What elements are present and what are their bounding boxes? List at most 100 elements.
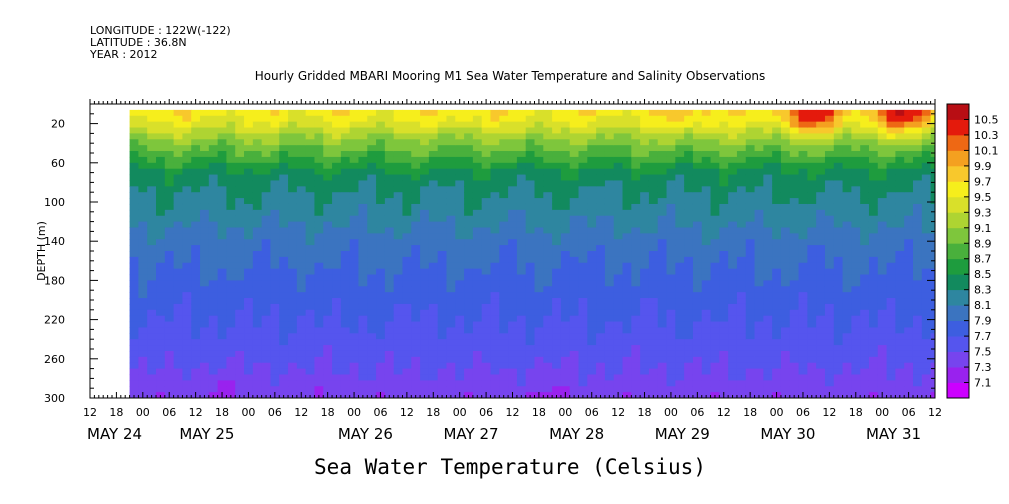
temperature-cell xyxy=(446,256,456,264)
temperature-cell xyxy=(455,380,465,387)
temperature-cell xyxy=(657,292,668,299)
temperature-cell xyxy=(200,356,210,364)
temperature-cell xyxy=(710,251,720,258)
temperature-cell xyxy=(772,315,782,323)
temperature-cell xyxy=(789,186,800,193)
temperature-cell xyxy=(833,174,844,182)
temperature-cell xyxy=(763,327,773,334)
temperature-cell xyxy=(472,162,483,170)
temperature-cell xyxy=(719,256,729,264)
temperature-cell xyxy=(578,368,588,376)
temperature-cell xyxy=(895,221,905,229)
temperature-cell xyxy=(508,168,518,176)
temperature-cell xyxy=(728,151,738,158)
temperature-cell xyxy=(367,262,377,270)
temperature-cell xyxy=(393,268,404,276)
temperature-cell xyxy=(393,274,404,281)
temperature-cell xyxy=(455,115,465,123)
temperature-cell xyxy=(798,245,808,252)
temperature-cell xyxy=(851,233,861,240)
temperature-cell xyxy=(244,192,254,199)
temperature-cell xyxy=(340,333,351,340)
temperature-cell xyxy=(763,374,773,381)
temperature-cell xyxy=(816,256,826,264)
temperature-cell xyxy=(164,256,175,264)
temperature-cell xyxy=(402,380,412,387)
temperature-cell xyxy=(481,274,492,281)
temperature-cell xyxy=(657,227,668,234)
temperature-cell xyxy=(270,151,280,158)
temperature-cell xyxy=(772,280,782,287)
temperature-cell xyxy=(552,280,562,287)
temperature-cell xyxy=(129,156,140,164)
temperature-cell xyxy=(833,203,844,211)
temperature-cell xyxy=(384,268,395,276)
temperature-cell xyxy=(200,268,210,276)
temperature-cell xyxy=(244,374,254,381)
temperature-cell xyxy=(525,239,536,246)
temperature-cell xyxy=(191,192,201,199)
temperature-cell xyxy=(217,286,228,293)
temperature-cell xyxy=(824,180,835,187)
temperature-cell xyxy=(842,380,852,387)
temperature-cell xyxy=(904,215,914,223)
temperature-cell xyxy=(296,333,307,340)
temperature-cell xyxy=(411,209,421,217)
temperature-cell xyxy=(235,245,245,252)
temperature-cell xyxy=(798,215,808,223)
temperature-cell xyxy=(798,286,808,293)
temperature-cell xyxy=(481,362,492,370)
temperature-cell xyxy=(596,339,606,346)
temperature-cell xyxy=(138,356,148,364)
temperature-cell xyxy=(675,192,685,199)
temperature-cell xyxy=(640,280,650,287)
temperature-cell xyxy=(138,209,148,217)
temperature-cell xyxy=(270,109,280,117)
temperature-cell xyxy=(384,327,395,334)
temperature-cell xyxy=(728,221,738,229)
temperature-cell xyxy=(446,251,456,258)
temperature-cell xyxy=(138,362,148,370)
temperature-cell xyxy=(164,239,175,246)
temperature-cell xyxy=(349,339,360,346)
temperature-cell xyxy=(525,174,536,182)
temperature-cell xyxy=(807,356,817,364)
temperature-cell xyxy=(244,198,254,205)
temperature-cell xyxy=(569,133,580,140)
temperature-cell xyxy=(631,180,641,187)
temperature-cell xyxy=(437,286,448,293)
temperature-cell xyxy=(516,380,527,387)
temperature-cell xyxy=(244,380,254,387)
x-tick-label: 12 xyxy=(506,406,520,419)
temperature-cell xyxy=(816,245,826,252)
temperature-cell xyxy=(895,145,905,152)
temperature-cell xyxy=(516,339,527,346)
temperature-cell xyxy=(393,115,404,123)
temperature-cell xyxy=(252,180,263,187)
temperature-cell xyxy=(384,180,395,187)
temperature-cell xyxy=(508,151,518,158)
temperature-cell xyxy=(596,174,606,182)
temperature-cell xyxy=(420,256,430,264)
temperature-cell xyxy=(895,274,905,281)
temperature-cell xyxy=(736,327,747,334)
temperature-cell xyxy=(710,109,720,117)
temperature-cell xyxy=(587,151,597,158)
temperature-cell xyxy=(895,156,905,164)
temperature-cell xyxy=(279,221,289,229)
temperature-cell xyxy=(543,186,553,193)
temperature-cell xyxy=(745,115,756,123)
temperature-cell xyxy=(657,156,668,164)
temperature-cell xyxy=(798,198,808,205)
temperature-cell xyxy=(578,280,588,287)
temperature-cell xyxy=(349,145,360,152)
temperature-cell xyxy=(789,239,800,246)
temperature-cell xyxy=(648,198,659,205)
temperature-cell xyxy=(552,374,562,381)
temperature-cell xyxy=(912,362,923,370)
x-tick-label: 18 xyxy=(321,406,335,419)
temperature-cell xyxy=(701,203,712,211)
temperature-cell xyxy=(499,350,509,358)
temperature-cell xyxy=(877,280,888,287)
temperature-cell xyxy=(701,115,712,123)
